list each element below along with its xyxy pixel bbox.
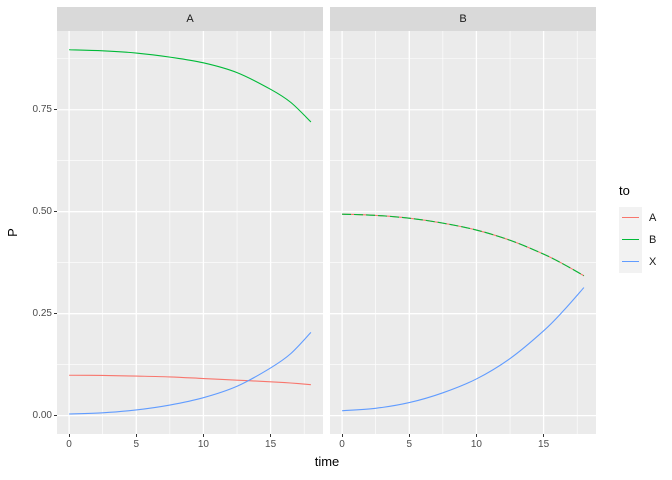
legend-line-swatch-B-icon	[622, 239, 639, 241]
minor-gridlines	[57, 31, 323, 434]
x-tick-label: 5	[133, 439, 140, 450]
facet-strip-B: B	[330, 7, 596, 31]
y-tick-mark	[54, 109, 57, 111]
legend-line-swatch-X-icon	[622, 261, 639, 263]
legend-title: to	[619, 183, 630, 198]
panel-background	[57, 31, 323, 434]
facet-panel-A	[57, 31, 323, 434]
x-axis-title: time	[314, 454, 340, 469]
facet-strip-A: A	[57, 7, 323, 31]
legend-label-A: A	[649, 212, 657, 224]
facet-strip-B-label: B	[459, 13, 467, 25]
legend-item-X: X	[619, 251, 656, 273]
x-tick-mark	[408, 434, 410, 437]
facet-strip-A-label: A	[186, 13, 194, 25]
y-axis-title: P	[4, 228, 20, 237]
legend-line-swatch-A-icon	[622, 217, 639, 219]
legend-label-X: X	[649, 256, 657, 268]
facet-panel-B	[330, 31, 596, 434]
x-tick-mark	[543, 434, 545, 437]
x-tick-label: 10	[470, 439, 482, 450]
x-tick-mark	[270, 434, 272, 437]
legend: to A B X	[619, 183, 656, 273]
major-gridlines	[330, 31, 596, 434]
x-tick-mark	[68, 434, 70, 437]
y-tick-label: 0.25	[32, 307, 52, 319]
x-tick-label: 15	[538, 439, 550, 450]
series-line-A-X	[69, 332, 312, 415]
series-line-B-X	[342, 287, 585, 412]
minor-gridlines	[330, 31, 596, 434]
legend-item-B: B	[619, 229, 656, 251]
y-tick-mark	[54, 313, 57, 315]
legend-label-B: B	[649, 234, 657, 246]
series-line-B-B	[342, 213, 585, 277]
x-tick-label: 0	[339, 439, 345, 450]
y-tick-mark	[54, 415, 57, 417]
y-tick-label: 0.50	[32, 205, 52, 217]
x-tick-label: 5	[406, 439, 413, 450]
y-tick-label: 0.75	[32, 103, 52, 115]
panel-background	[330, 31, 596, 434]
series-line-A-B	[69, 49, 312, 123]
major-gridlines	[57, 31, 323, 434]
y-tick-label: 0.00	[32, 409, 52, 421]
x-tick-label: 15	[265, 439, 277, 450]
x-tick-label: 10	[197, 439, 209, 450]
legend-key-X	[619, 251, 642, 273]
legend-item-A: A	[619, 207, 656, 229]
x-tick-mark	[475, 434, 477, 437]
x-tick-mark	[341, 434, 343, 437]
legend-key-B	[619, 229, 642, 251]
x-tick-label: 0	[66, 439, 72, 450]
x-tick-mark	[135, 434, 137, 437]
legend-key-A	[619, 207, 642, 229]
y-tick-mark	[54, 211, 57, 213]
x-tick-mark	[202, 434, 204, 437]
series-line-A-A	[69, 374, 311, 386]
